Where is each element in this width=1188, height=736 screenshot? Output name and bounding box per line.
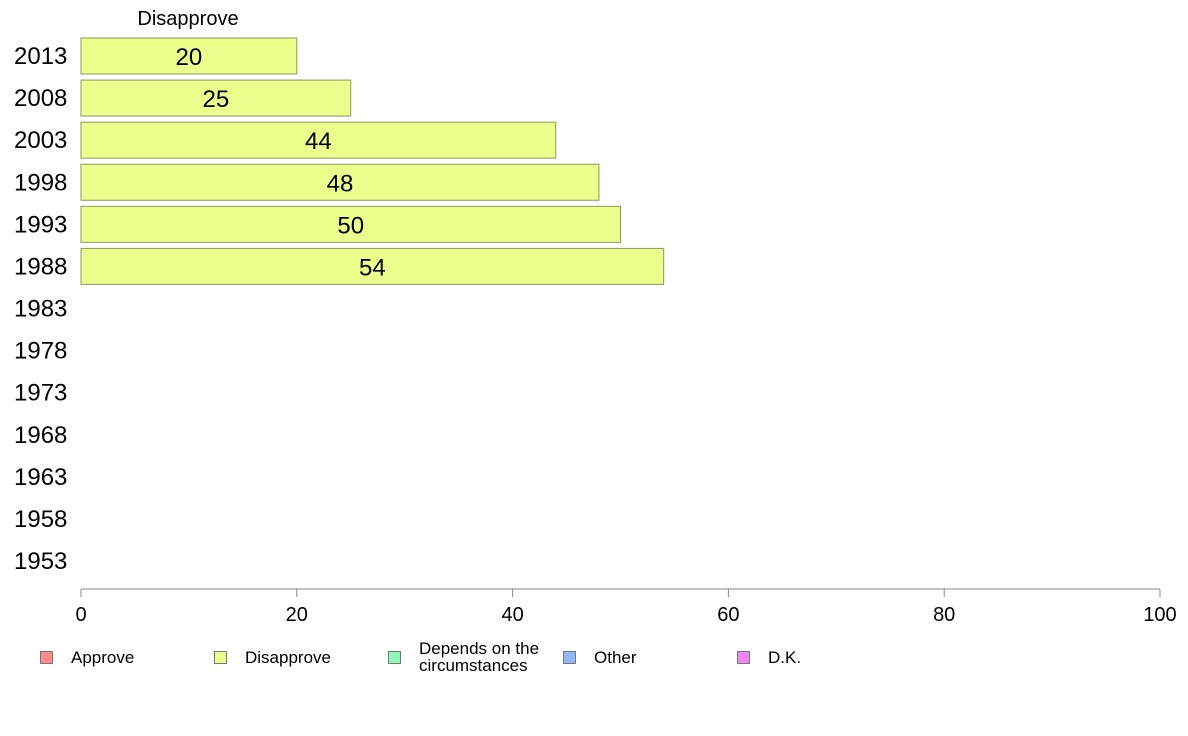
y-tick-label: 2003: [14, 127, 67, 154]
legend-label-disapprove: Disapprove: [245, 648, 331, 667]
x-tick-label: 20: [286, 604, 308, 626]
legend-label-depends: Depends on the circumstances: [419, 639, 540, 675]
bar: [80, 247, 665, 285]
y-tick-label: 1978: [14, 338, 67, 365]
bar: [80, 121, 557, 159]
legend-swatch-depends: [388, 651, 401, 664]
legend-label-approve: Approve: [71, 648, 135, 667]
x-tick-label: 40: [501, 604, 523, 626]
x-tick-label: 0: [75, 604, 86, 626]
y-tick-label: 1988: [14, 253, 67, 280]
y-tick-label: 1993: [14, 211, 67, 238]
y-tick-label: 1998: [14, 169, 67, 196]
bar-value-label: 25: [203, 86, 230, 113]
y-tick-label: 1983: [14, 296, 67, 323]
legend-label-other: Other: [594, 648, 637, 667]
legend-swatch-dk: [737, 651, 750, 664]
y-tick-label: 1953: [14, 548, 67, 575]
bar-value-label: 50: [337, 212, 364, 239]
x-tick-label: 100: [1143, 604, 1176, 626]
y-tick-label: 1973: [14, 380, 67, 407]
bar: [80, 79, 352, 117]
bar-value-label: 44: [305, 128, 332, 155]
bar: [80, 37, 298, 75]
y-tick-label: 1958: [14, 506, 67, 533]
x-tick-label: 80: [933, 604, 955, 626]
chart-title: Disapprove: [137, 8, 238, 30]
y-tick-label: 2013: [14, 43, 67, 70]
bar: [80, 163, 600, 201]
legend-swatch-other: [563, 651, 576, 664]
legend-label-dk: D.K.: [768, 648, 802, 667]
legend-item-disapprove: Disapprove: [214, 640, 395, 666]
legend-item-other: Other: [563, 640, 744, 666]
x-tick-label: 60: [717, 604, 739, 626]
legend: Approve Disapprove Depends on the circum…: [0, 640, 1188, 700]
bar-value-label: 54: [359, 254, 386, 281]
y-axis-labels: 2013 2008 2003 1998 1993 1988 1983 1978 1973 1968…: [14, 43, 67, 575]
bar-value-label: 20: [176, 44, 203, 71]
bar: [80, 205, 621, 243]
legend-swatch-disapprove: [214, 651, 227, 664]
y-tick-label: 1968: [14, 422, 67, 449]
legend-item-approve: Approve: [40, 640, 221, 666]
legend-swatch-approve: [40, 651, 53, 664]
bar-value-label: 48: [327, 170, 354, 197]
legend-item-depends: Depends on the circumstances: [388, 640, 559, 674]
legend-item-dk: D.K.: [737, 640, 918, 666]
y-tick-label: 2008: [14, 85, 67, 112]
x-axis: 0 20 40 60 80 100: [75, 588, 1177, 626]
y-tick-label: 1963: [14, 464, 67, 491]
